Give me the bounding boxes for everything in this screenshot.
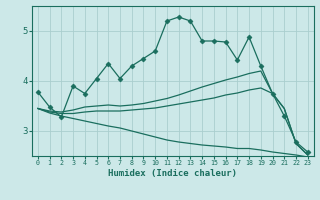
X-axis label: Humidex (Indice chaleur): Humidex (Indice chaleur) [108, 169, 237, 178]
